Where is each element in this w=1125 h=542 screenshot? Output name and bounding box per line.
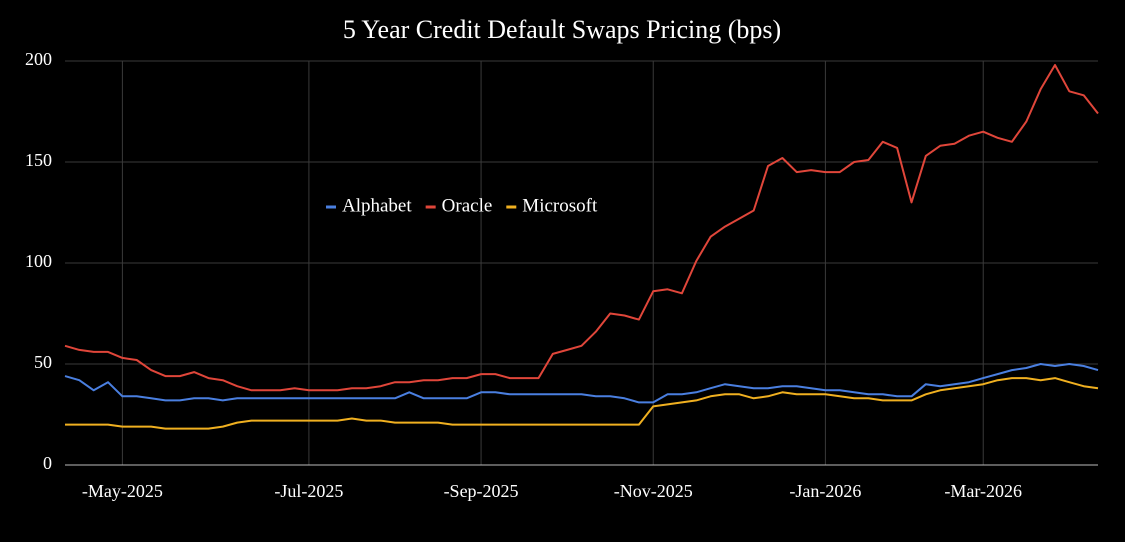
series-line xyxy=(65,377,1099,430)
series-line xyxy=(64,64,1099,392)
x-tick-label: -Sep-2025 xyxy=(444,481,519,501)
x-tick-label: -May-2025 xyxy=(82,481,163,501)
x-tick-label: -Jan-2026 xyxy=(789,481,861,501)
x-tick-label: -Mar-2026 xyxy=(944,481,1022,501)
y-tick-label: 50 xyxy=(34,352,52,372)
legend-label: Alphabet xyxy=(342,195,412,216)
series-line xyxy=(64,363,1099,404)
legend-label: Oracle xyxy=(442,195,493,216)
y-tick-label: 200 xyxy=(25,49,52,69)
x-tick-label: -Nov-2025 xyxy=(614,481,693,501)
y-tick-label: 150 xyxy=(25,150,52,170)
legend-label: Microsoft xyxy=(522,195,598,216)
x-tick-label: -Jul-2025 xyxy=(274,481,343,501)
y-tick-label: 100 xyxy=(25,251,52,271)
chart-title: 5 Year Credit Default Swaps Pricing (bps… xyxy=(343,15,781,44)
y-tick-label: 0 xyxy=(43,453,52,473)
